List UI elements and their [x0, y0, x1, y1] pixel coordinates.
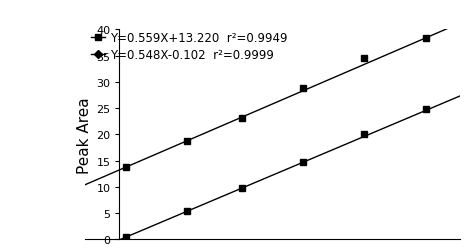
- Legend: Y=0.559X+13.220  r²=0.9949, Y=0.548X-0.102  r²=0.9999: Y=0.559X+13.220 r²=0.9949, Y=0.548X-0.10…: [91, 32, 288, 62]
- Y-axis label: Peak Area: Peak Area: [77, 97, 92, 173]
